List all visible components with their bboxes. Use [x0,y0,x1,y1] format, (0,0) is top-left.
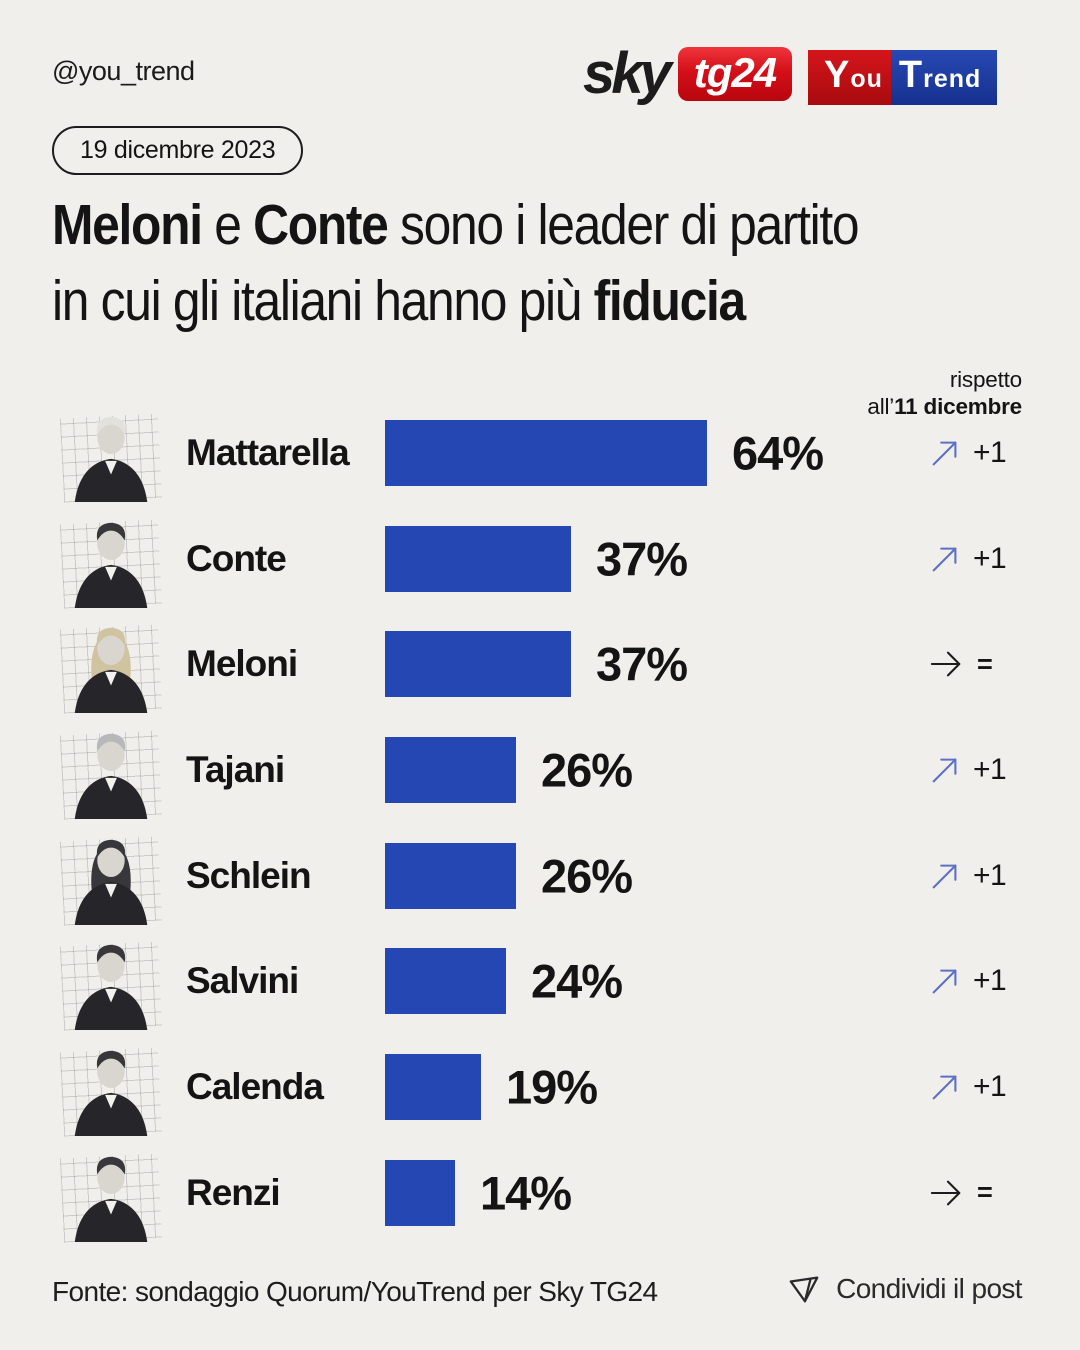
leader-name: Renzi [186,1171,281,1213]
change-label: +1 [973,964,1007,998]
meloni-portrait [74,627,148,714]
youtrend-logo: You Trend [808,50,998,105]
share-post-button[interactable]: Condividi il post [787,1272,1023,1306]
date-badge: 19 dicembre 2023 [52,126,304,175]
change-label: +1 [973,541,1007,575]
change-indicator: = [928,1176,1038,1210]
trend-flat-icon [930,651,961,677]
change-indicator: +1 [928,859,1038,893]
bar [385,842,516,909]
leader-photo [54,1038,168,1136]
trend-up-icon [932,969,957,994]
value-label: 14% [480,1166,572,1220]
tajani-portrait [74,733,148,819]
bar [385,525,571,592]
value-label: 37% [596,532,688,586]
leader-row: Renzi 14% = [52,1140,1028,1246]
change-label: = [977,1177,993,1208]
leader-row: Mattarella 64% +1 [52,400,1028,506]
trend-up-icon [932,441,957,466]
youtrend-logo-you: You [824,54,883,96]
comparison-note-date: 11 dicembre [894,394,1022,419]
leader-name: Mattarella [186,431,350,473]
comparison-note-line2-prefix: all’ [867,394,895,419]
tg24-logo-badge: tg24 [677,47,793,101]
leader-photo [54,510,168,608]
leader-photo [54,615,168,714]
trend-up-icon [932,1075,957,1100]
schlein-portrait [74,839,148,925]
bar [385,631,571,698]
trend-flat-icon [930,1180,961,1206]
leader-photo [54,1144,168,1242]
change-indicator: +1 [928,753,1038,787]
mattarella-portrait [74,416,148,502]
leader-photo [54,404,168,502]
leader-photo [54,721,168,819]
leader-name: Salvini [186,960,299,1002]
value-label: 37% [596,637,688,691]
change-indicator: = [928,647,1038,681]
bar [385,948,506,1015]
change-label: +1 [973,858,1007,892]
comparison-note: rispetto all’11 dicembre [867,366,1022,420]
comparison-note-line1: rispetto [949,367,1022,392]
youtrend-logo-trend: Trend [898,54,982,96]
social-handle[interactable]: @you_trend [52,56,195,86]
title-text: in cui gli italiani hanno più [52,268,594,333]
leader-name: Meloni [186,643,298,685]
share-icon [789,1276,819,1303]
leader-photo [54,827,168,925]
value-label: 26% [541,743,633,797]
leader-name: Schlein [186,854,312,896]
trend-up-icon [932,547,957,571]
leader-row: Conte 37% +1 [52,506,1028,612]
change-label: +1 [973,752,1007,786]
title-text: sono i leader di partito [387,193,860,257]
leader-row: Calenda 19% +1 [52,1034,1028,1140]
trend-up-icon [932,864,957,888]
leader-row: Salvini 24% +1 [52,928,1028,1034]
change-indicator: +1 [928,542,1038,576]
leader-row: Meloni 37% = [52,611,1028,717]
trend-up-icon [932,758,957,783]
page-title: Meloni e Conte sono i leader di partito i… [52,188,1034,340]
change-label: +1 [973,435,1007,469]
sky-tg24-logo: sky tg24 [583,41,793,106]
leader-row: Schlein 26% +1 [52,823,1028,929]
leader-name: Tajani [186,748,285,790]
bar [385,1159,455,1226]
change-indicator: +1 [928,1070,1038,1104]
value-label: 64% [732,426,824,480]
share-label: Condividi il post [836,1273,1023,1304]
salvini-portrait [74,945,148,1031]
chart-rows: Mattarella 64% +1 Conte [52,400,1028,1246]
change-indicator: +1 [928,436,1038,470]
source-note: Fonte: sondaggio Quorum/YouTrend per Sky… [52,1276,658,1307]
calenda-portrait [74,1050,148,1136]
change-label: +1 [973,1069,1007,1103]
value-label: 26% [541,849,633,903]
value-label: 24% [531,954,623,1008]
value-label: 19% [506,1060,598,1114]
change-indicator: +1 [928,964,1038,998]
renzi-portrait [74,1156,148,1242]
leader-name: Calenda [186,1065,324,1107]
bar [385,736,516,803]
title-bold-conte: Conte [253,193,389,257]
change-label: = [977,648,993,679]
leader-row: Tajani 26% +1 [52,717,1028,823]
title-bold-meloni: Meloni [52,193,203,257]
bar [385,1053,481,1120]
bar [385,419,707,486]
title-bold-fiducia: fiducia [593,268,747,333]
sky-logo-text: sky [583,41,672,106]
title-text: e [201,193,254,257]
leader-name: Conte [186,537,287,579]
leader-photo [54,932,168,1031]
conte-portrait [74,522,148,608]
